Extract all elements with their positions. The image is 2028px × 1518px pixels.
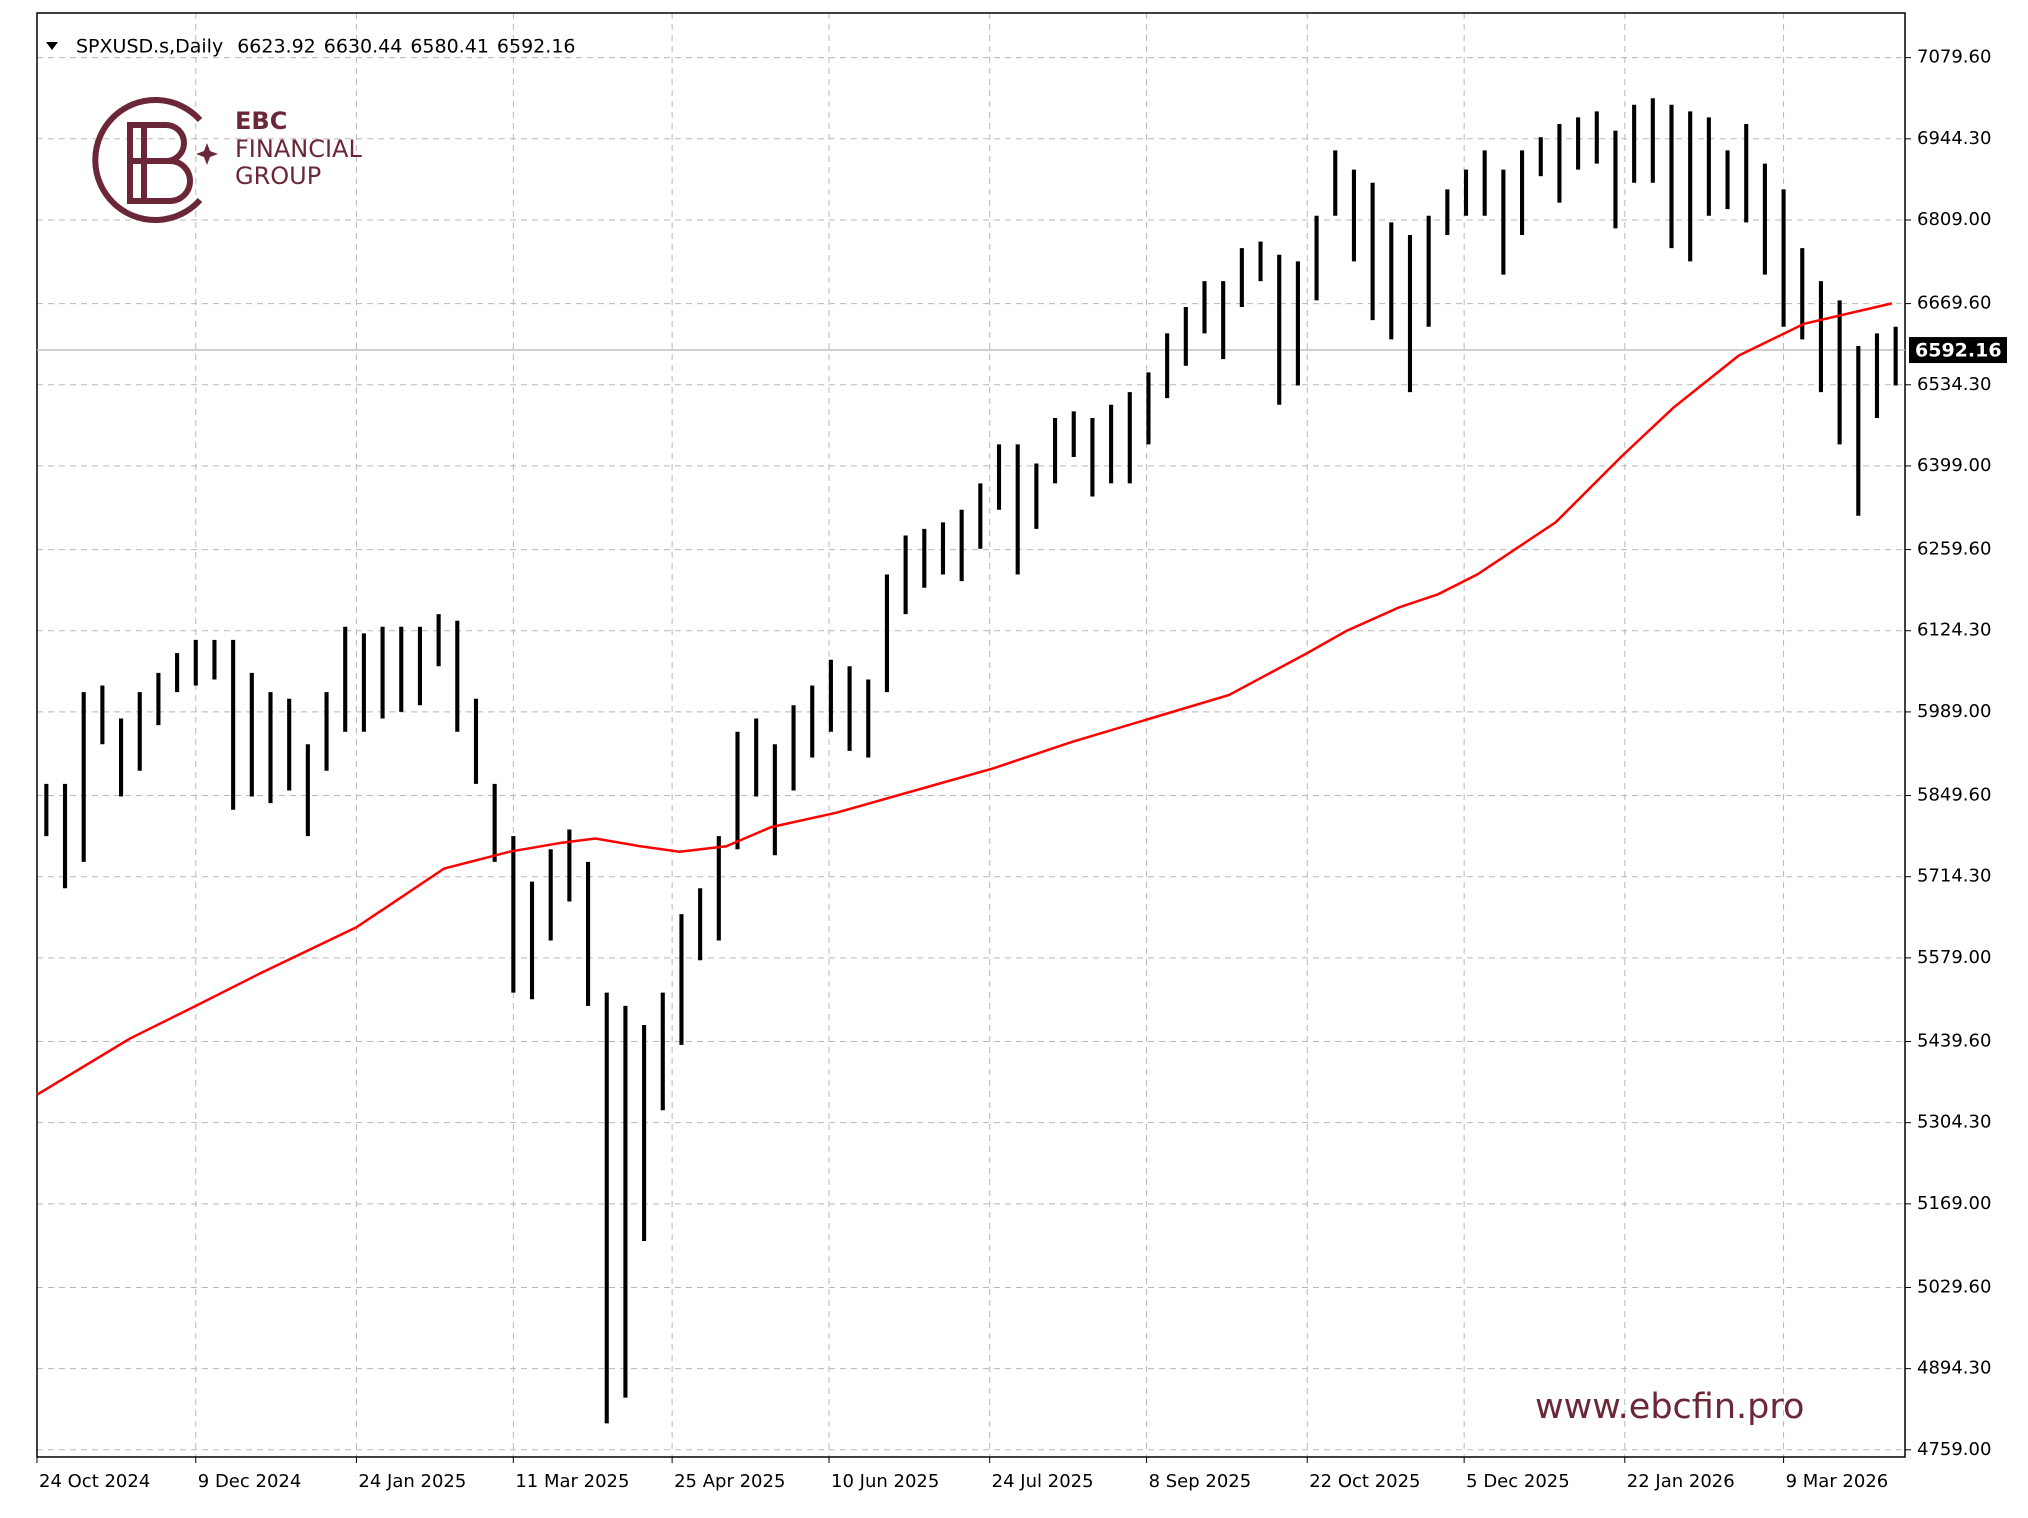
logo: EBC FINANCIAL GROUP xyxy=(92,97,362,223)
y-tick-label: 5304.30 xyxy=(1917,1112,1991,1133)
y-tick-label: 6399.00 xyxy=(1917,455,1991,476)
logo-text: GROUP xyxy=(235,162,321,190)
y-tick-label: 7079.60 xyxy=(1917,47,1991,68)
header-value: 6580.41 xyxy=(410,36,489,58)
y-tick-label: 5029.60 xyxy=(1917,1276,1991,1297)
x-tick-label: 9 Dec 2024 xyxy=(198,1471,302,1492)
y-tick-label: 4894.30 xyxy=(1917,1358,1991,1379)
x-tick-label: 24 Jan 2025 xyxy=(358,1471,466,1492)
logo-ring xyxy=(92,97,203,223)
moving-average xyxy=(36,302,1893,1096)
price-label-box xyxy=(1909,337,2007,364)
y-tick-label: 5579.00 xyxy=(1917,947,1991,968)
header-value: 6623.92 xyxy=(237,36,316,58)
y-tick-label: 6534.30 xyxy=(1917,374,1991,395)
website: www.ebcfin.pro xyxy=(1535,1387,1804,1427)
header-value: 6592.16 xyxy=(497,36,576,58)
y-tick-label: 6124.30 xyxy=(1917,620,1991,641)
logo-text: EBC xyxy=(235,107,287,135)
y-tick-label: 6669.60 xyxy=(1917,293,1991,314)
y-tick-label: 5849.60 xyxy=(1917,785,1991,806)
y-tick-label: 4759.00 xyxy=(1917,1439,1991,1460)
logo-mark xyxy=(127,122,193,204)
y-tick-label: 6259.60 xyxy=(1917,539,1991,560)
x-tick-label: 5 Dec 2025 xyxy=(1466,1471,1570,1492)
x-tick-label: 24 Oct 2024 xyxy=(39,1471,150,1492)
x-tick-label: 25 Apr 2025 xyxy=(674,1471,785,1492)
x-tick-label: 11 Mar 2025 xyxy=(515,1471,629,1492)
x-tick-label: 10 Jun 2025 xyxy=(831,1471,939,1492)
x-tick-label: 22 Oct 2025 xyxy=(1309,1471,1420,1492)
x-tick-label: 22 Jan 2026 xyxy=(1627,1471,1735,1492)
header-value: 6630.44 xyxy=(324,36,403,58)
x-tick-label: 8 Sep 2025 xyxy=(1149,1471,1252,1492)
menu-arrow[interactable] xyxy=(46,42,58,50)
logo-star xyxy=(196,143,218,165)
y-tick-label: 5169.00 xyxy=(1917,1193,1991,1214)
y-tick-label: 5714.30 xyxy=(1917,866,1991,887)
y-tick-label: 5989.00 xyxy=(1917,701,1991,722)
x-tick-label: 9 Mar 2026 xyxy=(1786,1471,1889,1492)
price-label: 6592.16 xyxy=(1915,340,2002,362)
grid xyxy=(36,13,1905,1457)
y-tick-label: 6809.00 xyxy=(1917,209,1991,230)
y-tick-label: 5439.60 xyxy=(1917,1030,1991,1051)
plot-frame xyxy=(36,12,1906,1458)
logo-text: FINANCIAL xyxy=(235,135,362,163)
symbol: SPXUSD.s,Daily xyxy=(76,36,223,58)
y-tick-label: 6944.30 xyxy=(1917,128,1991,149)
x-tick-label: 24 Jul 2025 xyxy=(992,1471,1094,1492)
